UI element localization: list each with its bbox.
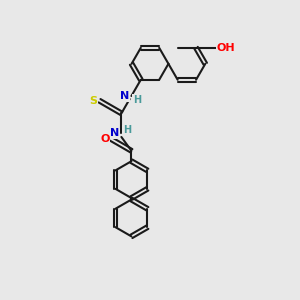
Text: OH: OH: [217, 43, 235, 53]
Text: O: O: [100, 134, 110, 144]
Text: S: S: [89, 96, 97, 106]
Text: N: N: [120, 91, 130, 101]
Text: H: H: [123, 125, 131, 135]
Text: N: N: [110, 128, 119, 138]
Text: H: H: [133, 94, 141, 104]
